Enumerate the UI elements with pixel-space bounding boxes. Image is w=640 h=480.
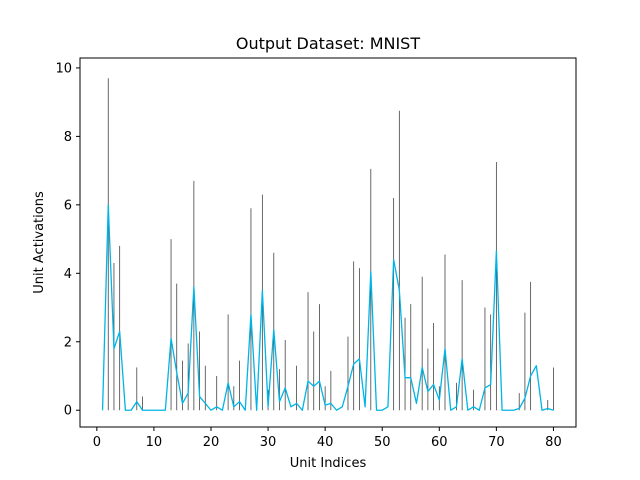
x-tick-label: 40 <box>317 435 334 450</box>
plot-frame <box>79 57 577 428</box>
y-axis-label: Unit Activations <box>32 191 47 294</box>
activation-line <box>101 204 554 411</box>
x-axis-label: Unit Indices <box>290 456 367 471</box>
y-tick-label: 8 <box>64 130 72 145</box>
y-tick-label: 6 <box>64 198 72 213</box>
x-tick-label: 70 <box>488 435 505 450</box>
x-tick-label: 20 <box>203 435 220 450</box>
line-series <box>101 204 554 411</box>
y-axis-ticks: 0 2 4 6 8 10 <box>55 61 80 419</box>
x-tick-label: 60 <box>431 435 448 450</box>
y-tick-label: 0 <box>64 404 72 419</box>
chart-title: Output Dataset: MNIST <box>236 34 420 53</box>
y-tick-label: 2 <box>64 335 72 350</box>
x-tick-label: 50 <box>374 435 391 450</box>
x-tick-label: 10 <box>146 435 163 450</box>
y-tick-label: 4 <box>64 267 72 282</box>
x-tick-label: 0 <box>93 435 101 450</box>
x-tick-label: 30 <box>260 435 277 450</box>
y-tick-label: 10 <box>55 61 72 76</box>
x-axis-ticks: 0 10 20 30 40 50 60 70 80 <box>93 427 562 450</box>
x-tick-label: 80 <box>545 435 562 450</box>
